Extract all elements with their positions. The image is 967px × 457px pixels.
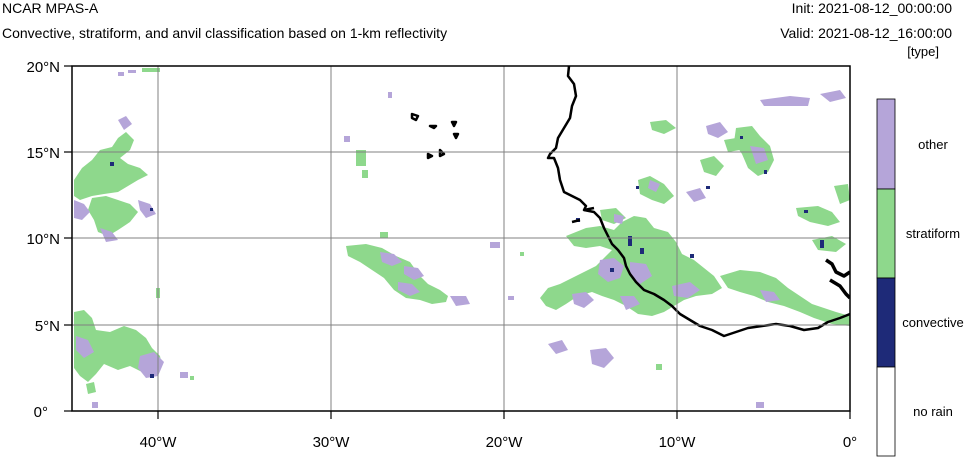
cluster-africa: [540, 90, 850, 408]
longitude-labels: 40°W 30°W 20°W 10°W 0°: [140, 434, 858, 451]
africa-coastline: [546, 66, 850, 338]
legend-swatch-no-rain: [876, 366, 896, 457]
lat-label-10n: 10°N: [26, 231, 60, 248]
cluster-northwest: [74, 68, 160, 242]
cape-verde-island-4: [426, 152, 434, 160]
legend-label-stratiform: stratiform: [906, 226, 960, 241]
coastline-layer: [410, 66, 850, 338]
model-title: NCAR MPAS-A: [2, 0, 99, 16]
precipitation-layer: [74, 68, 850, 408]
lat-label-0: 0°: [34, 404, 48, 421]
cluster-southwest: [74, 288, 194, 408]
init-time: Init: 2021-08-12_00:00:00: [791, 0, 952, 16]
lon-label-40w: 40°W: [140, 434, 178, 451]
legend-colorbar: other stratiform convective no rain: [876, 98, 964, 457]
lat-label-20n: 20°N: [26, 59, 60, 76]
lon-label-10w: 10°W: [659, 434, 697, 451]
gulf-coast-irregular: [825, 258, 850, 300]
latitude-labels: 20°N 15°N 10°N 5°N 0°: [26, 59, 60, 421]
lon-label-0: 0°: [843, 434, 857, 451]
valid-time: Valid: 2021-08-12_16:00:00: [780, 25, 952, 41]
legend-unit: [type]: [907, 44, 939, 59]
legend-label-no-rain: no rain: [913, 404, 953, 419]
cluster-central: [344, 92, 524, 306]
cape-verde-island-6: [452, 132, 460, 140]
lat-label-5n: 5°N: [35, 318, 60, 335]
cape-verde-island-5: [450, 120, 458, 128]
legend-swatch-convective: [876, 277, 896, 368]
graticule: [72, 66, 850, 411]
tick-marks: [64, 65, 851, 419]
guinea-bissau-islands: [571, 206, 595, 224]
lon-label-30w: 30°W: [313, 434, 351, 451]
lat-label-15n: 15°N: [26, 145, 60, 162]
legend-label-convective: convective: [902, 315, 963, 330]
legend-label-other: other: [918, 137, 948, 152]
legend-swatch-stratiform: [876, 188, 896, 279]
cape-verde-island-1: [410, 112, 420, 122]
legend-swatch-other: [876, 98, 896, 190]
cape-verde-island-2: [428, 124, 438, 130]
cape-verde-island-3: [438, 148, 446, 158]
plot-description: Convective, stratiform, and anvil classi…: [2, 25, 448, 41]
lon-label-20w: 20°W: [486, 434, 524, 451]
